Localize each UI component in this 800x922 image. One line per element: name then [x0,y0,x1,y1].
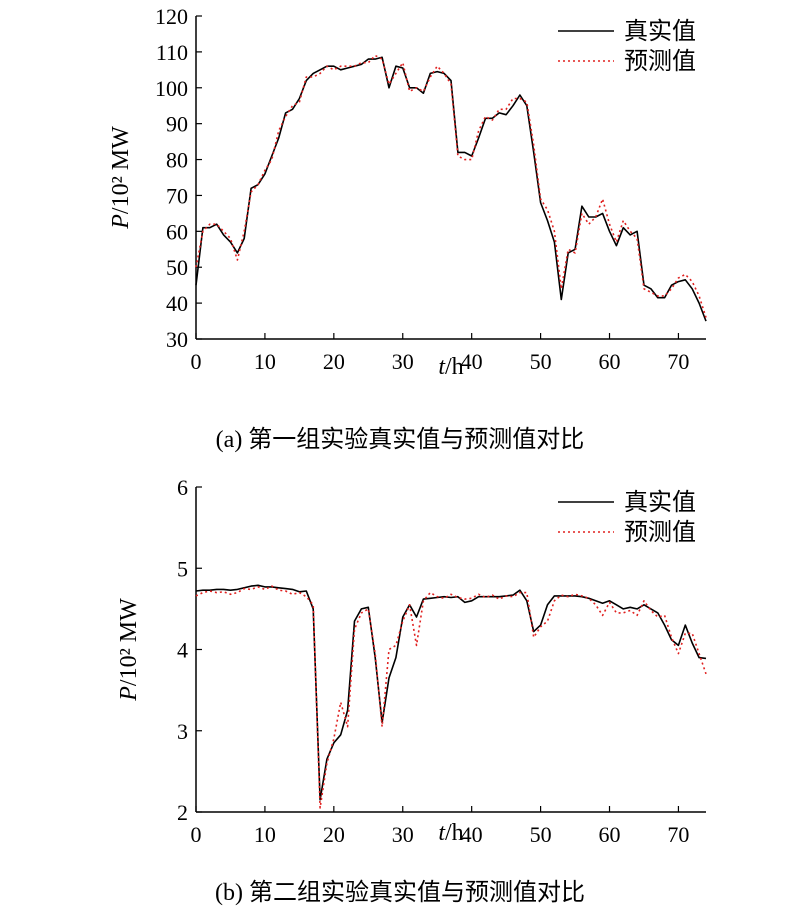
charta-xtick-label: 20 [323,349,345,374]
chartb-ylabel-var: P [116,686,142,702]
chartb-xlabel: t/h [438,820,463,846]
charta-ytick-label: 110 [156,40,188,65]
caption-b: (b) 第二组实验真实值与预测值对比 [215,880,585,906]
chartb-xtick-label: 60 [599,822,621,847]
chartb-xlabel-unit: /h [445,820,464,846]
chartb-ylabel: P/10² MW [116,598,142,702]
charta-ytick-label: 90 [166,112,188,137]
charta-xtick-label: 0 [191,349,202,374]
charta-xtick-label: 40 [461,349,483,374]
chartb-xtick-label: 70 [667,822,689,847]
charta-legend-label-predicted: 预测值 [624,48,696,75]
chartb-legend-label-predicted: 预测值 [624,519,696,546]
charta-ylabel-var: P [108,214,134,230]
charta-ytick-label: 30 [166,327,188,352]
charta-ylabel: P/10² MW [108,126,134,230]
charta-ylabel-unit: /10² MW [108,126,134,214]
charta-xtick-label: 30 [392,349,414,374]
charta-xlabel: t/h [438,354,463,380]
charta-xtick-label: 60 [599,349,621,374]
chartb-xlabel-var: t [438,820,446,846]
charta-ytick-label: 120 [155,4,188,29]
chartb-ytick-label: 3 [177,719,188,744]
charta-ytick-label: 80 [166,148,188,173]
chartb-xtick-label: 50 [530,822,552,847]
charta-series-predicted-line [195,54,707,318]
charta-ytick-label: 40 [166,291,188,316]
chartb-xtick-label: 10 [254,822,276,847]
chartb-xtick-label: 40 [461,822,483,847]
charta-legend-label-actual: 真实值 [624,18,696,45]
charta-series-actual-line [195,56,707,322]
charta-ytick-label: 100 [155,76,188,101]
chartb-ytick-label: 6 [177,475,188,500]
charta-ytick-label: 60 [166,219,188,244]
charta-ytick-label: 70 [166,183,188,208]
charta-xlabel-var: t [438,354,446,380]
chartb-xtick-label: 30 [392,822,414,847]
chartb-xtick-label: 0 [191,822,202,847]
caption-a: (a) 第一组实验真实值与预测值对比 [215,427,585,453]
chartb-ylabel-unit: /10² MW [116,598,142,686]
chartb-legend-label-actual: 真实值 [624,489,696,516]
charta-xtick-label: 70 [667,349,689,374]
chartb-ytick-label: 2 [177,800,188,825]
chartb-ytick-label: 4 [177,638,188,663]
chartb-series-actual-line [195,584,707,801]
charta-ytick-label: 50 [166,255,188,280]
charta-xtick-label: 50 [530,349,552,374]
chartb-ytick-label: 5 [177,556,188,581]
chartb-xtick-label: 20 [323,822,345,847]
charta-xlabel-unit: /h [445,354,464,380]
chartb-series-predicted-line [195,585,707,809]
charta-xtick-label: 10 [254,349,276,374]
